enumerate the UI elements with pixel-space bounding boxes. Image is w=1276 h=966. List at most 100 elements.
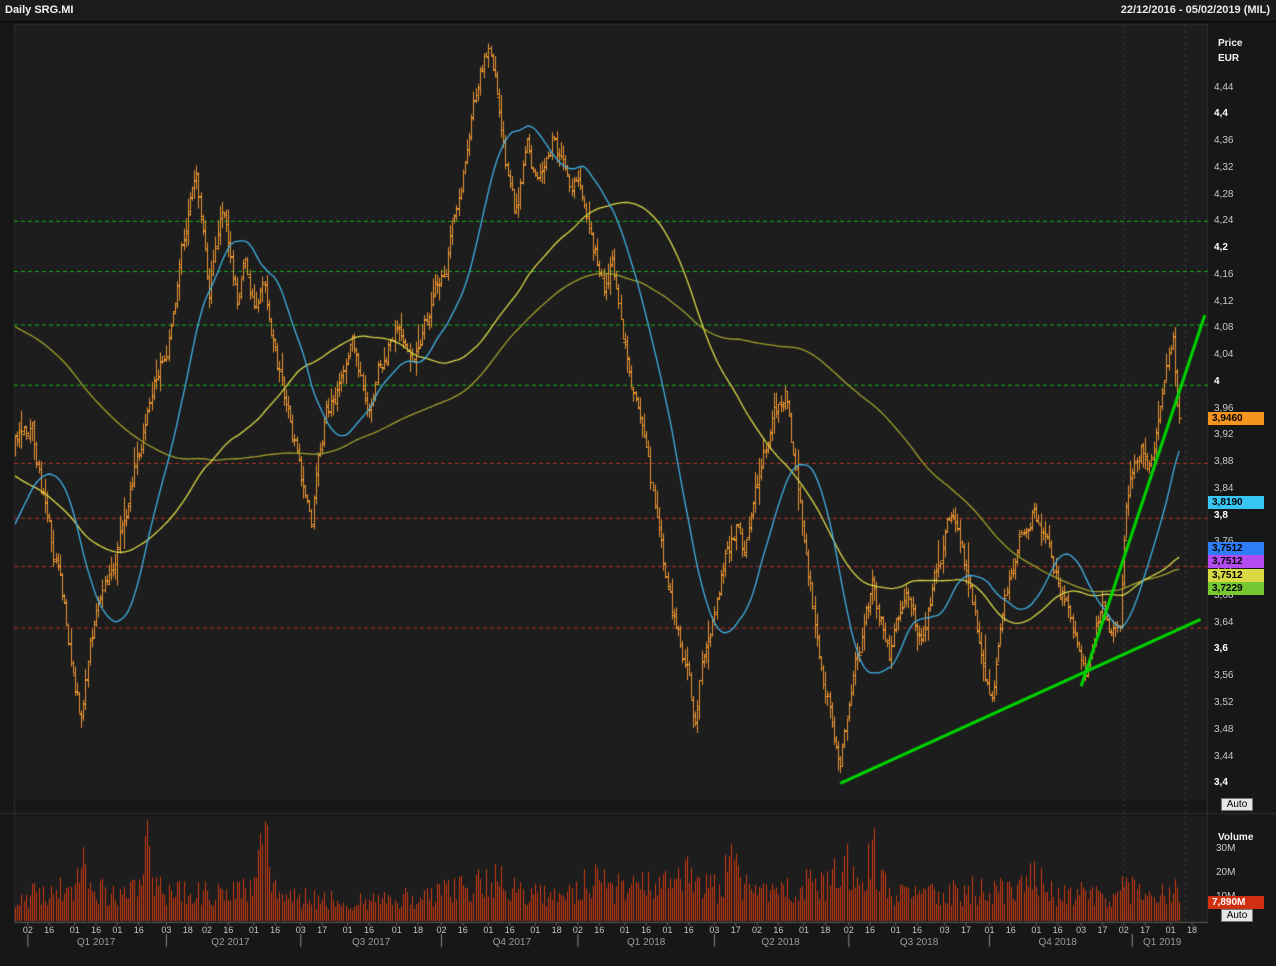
day-label: 16 [44, 925, 55, 935]
price-flag: 3,8190 [1208, 496, 1264, 510]
price-tick-label: 4,12 [1214, 295, 1234, 307]
price-tick-label: 4,4 [1214, 108, 1228, 120]
price-tick-label: 3,64 [1214, 616, 1234, 628]
day-label: 02 [436, 925, 447, 935]
price-flag: 3,7512 [1208, 555, 1264, 569]
day-label: 18 [820, 925, 831, 935]
price-tick-label: 3,6 [1214, 643, 1228, 655]
day-label: 02 [1118, 925, 1129, 935]
day-label: 17 [960, 925, 972, 935]
chart-title: Daily SRG.MI [5, 4, 74, 16]
price-tick-label: 4,44 [1214, 81, 1234, 93]
day-label: 03 [295, 925, 306, 935]
day-label: 17 [1140, 925, 1151, 935]
day-label: 17 [317, 925, 328, 935]
price-tick-label: 3,4 [1214, 777, 1228, 789]
price-tick-label: 3,44 [1214, 750, 1234, 762]
day-label: 01 [890, 925, 901, 935]
day-label: 16 [223, 925, 234, 935]
quarter-label: Q3 2017 [351, 937, 391, 948]
day-label: 16 [91, 925, 102, 935]
day-label: 03 [161, 925, 172, 935]
volume-flag: 7,890M [1208, 895, 1264, 909]
price-tick-label: 4,24 [1214, 215, 1234, 227]
day-label: 03 [709, 925, 720, 935]
day-label: 02 [201, 925, 212, 935]
day-label: 16 [504, 925, 515, 935]
price-flag: 3,7512 [1208, 541, 1264, 555]
day-label: 16 [773, 925, 784, 935]
day-label: 16 [865, 925, 876, 935]
price-tick-label: 4,32 [1214, 161, 1234, 173]
price-scale-auto-button[interactable]: Auto [1221, 798, 1253, 811]
day-label: 18 [413, 925, 424, 935]
price-tick-label: 4,04 [1214, 349, 1234, 361]
day-label: 01 [662, 925, 673, 935]
price-tick-label: 3,96 [1214, 402, 1234, 414]
day-label: 01 [530, 925, 541, 935]
price-tick-label: 3,84 [1214, 482, 1234, 494]
price-tick-label: 3,88 [1214, 456, 1234, 468]
quarter-label: Q1 2017 [76, 937, 116, 948]
price-tick-label: 3,8 [1214, 509, 1228, 521]
quarter-label: Q1 2018 [626, 937, 666, 948]
day-label: 17 [730, 925, 741, 935]
price-tick-label: 3,48 [1214, 723, 1234, 735]
chart-header-bar: Daily SRG.MI 22/12/2016 - 05/02/2019 (MI… [0, 0, 1276, 22]
volume-tick-label: 20M [1216, 867, 1236, 878]
day-label: 01 [391, 925, 402, 935]
price-axis-title-line2: EUR [1218, 53, 1240, 64]
day-label: 01 [1031, 925, 1042, 935]
day-label: 02 [22, 925, 33, 935]
day-label: 17 [1097, 925, 1108, 935]
price-tick-label: 4 [1214, 375, 1220, 387]
day-label: 01 [984, 925, 995, 935]
day-label: 03 [939, 925, 950, 935]
price-tick-label: 3,68 [1214, 589, 1234, 601]
price-tick-label: 4,28 [1214, 188, 1234, 200]
price-tick-label: 3,52 [1214, 697, 1234, 708]
quarter-label: Q2 2018 [761, 937, 800, 948]
price-tick-label: 4,36 [1214, 135, 1234, 147]
price-tick-label: 3,72 [1214, 563, 1233, 574]
price-axis-title-line1: Price [1218, 38, 1243, 49]
quarter-label: Q4 2018 [1038, 937, 1077, 948]
day-label: 01 [342, 925, 353, 935]
volume-scale-auto-button[interactable]: Auto [1221, 909, 1253, 922]
quarter-label: Q3 2018 [899, 937, 939, 948]
day-label: 16 [1005, 925, 1016, 935]
quarter-label: Q4 2017 [492, 937, 532, 948]
day-label: 16 [1052, 925, 1063, 935]
volume-tick-label: 30M [1216, 843, 1236, 854]
day-label: 02 [843, 925, 854, 935]
price-flag: 3,7512 [1208, 568, 1264, 582]
price-flag: 3,9460 [1208, 411, 1264, 425]
day-label: 18 [182, 925, 193, 935]
price-tick-label: 3,92 [1214, 429, 1234, 441]
quarter-label: Q1 2019 [1142, 937, 1182, 948]
price-tick-label: 4,2 [1214, 242, 1228, 254]
day-label: 18 [1186, 925, 1198, 935]
day-label: 16 [683, 925, 694, 935]
day-label: 16 [594, 925, 605, 935]
day-label: 01 [483, 925, 494, 935]
day-label: 01 [798, 925, 809, 935]
price-tick-label: 4,16 [1214, 268, 1234, 280]
volume-axis-title: Volume [1218, 832, 1254, 843]
day-label: 16 [270, 925, 281, 935]
quarter-label: Q2 2017 [211, 937, 250, 948]
day-label: 18 [551, 925, 562, 935]
day-label: 16 [641, 925, 652, 935]
day-label: 01 [112, 925, 123, 935]
day-label: 01 [619, 925, 630, 935]
day-label: 01 [1165, 925, 1176, 935]
day-label: 02 [572, 925, 583, 935]
chart-date-range: 22/12/2016 - 05/02/2019 (MIL) [1120, 4, 1270, 16]
day-label: 03 [1076, 925, 1087, 935]
day-label: 02 [752, 925, 763, 935]
price-tick-label: 3,56 [1214, 670, 1234, 682]
day-label: 16 [911, 925, 922, 935]
day-label: 16 [363, 925, 375, 935]
